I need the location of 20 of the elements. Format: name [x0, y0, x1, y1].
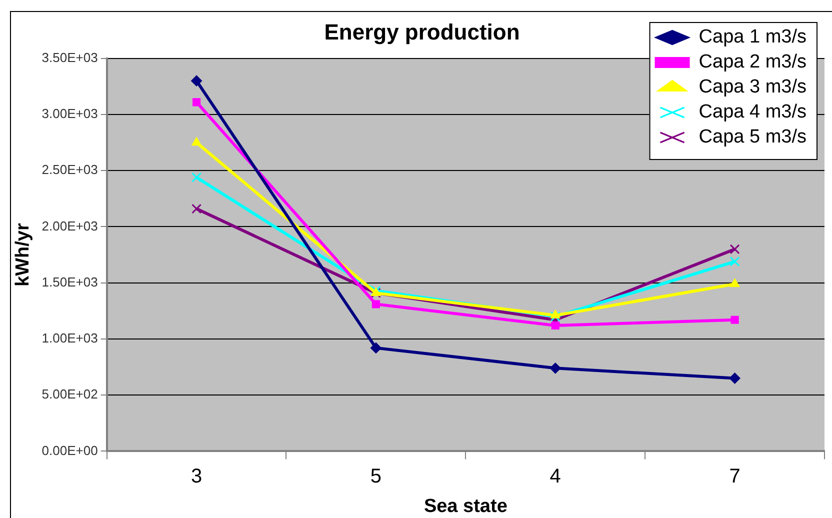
x-tick-label: 4	[550, 466, 561, 488]
legend-label: Capa 1 m3/s	[698, 26, 807, 48]
y-tick-label: 3.50E+03	[42, 50, 98, 65]
legend-label: Capa 2 m3/s	[698, 52, 807, 73]
legend-label: Capa 3 m3/s	[698, 76, 807, 98]
x-tick-label: 5	[370, 466, 382, 488]
legend-label: Capa 4 m3/s	[698, 102, 807, 123]
y-tick-label: 2.50E+03	[42, 162, 98, 178]
y-tick-label: 3.00E+03	[42, 106, 98, 122]
x-axis-title: Sea state	[424, 496, 508, 517]
y-axis-title: kWh/yr	[12, 222, 34, 286]
chart-title: Energy production	[324, 19, 520, 44]
y-tick-label: 1.50E+03	[42, 274, 98, 290]
y-tick-label: 5.00E+02	[42, 386, 98, 402]
y-tick-label: 2.00E+03	[42, 218, 98, 234]
x-tick-label: 3	[190, 466, 202, 488]
x-tick-label: 7	[729, 466, 740, 488]
y-tick-label: 1.00E+03	[42, 330, 98, 346]
legend-label: Capa 5 m3/s	[698, 126, 807, 148]
y-tick-label: 0.00E+00	[42, 442, 98, 458]
